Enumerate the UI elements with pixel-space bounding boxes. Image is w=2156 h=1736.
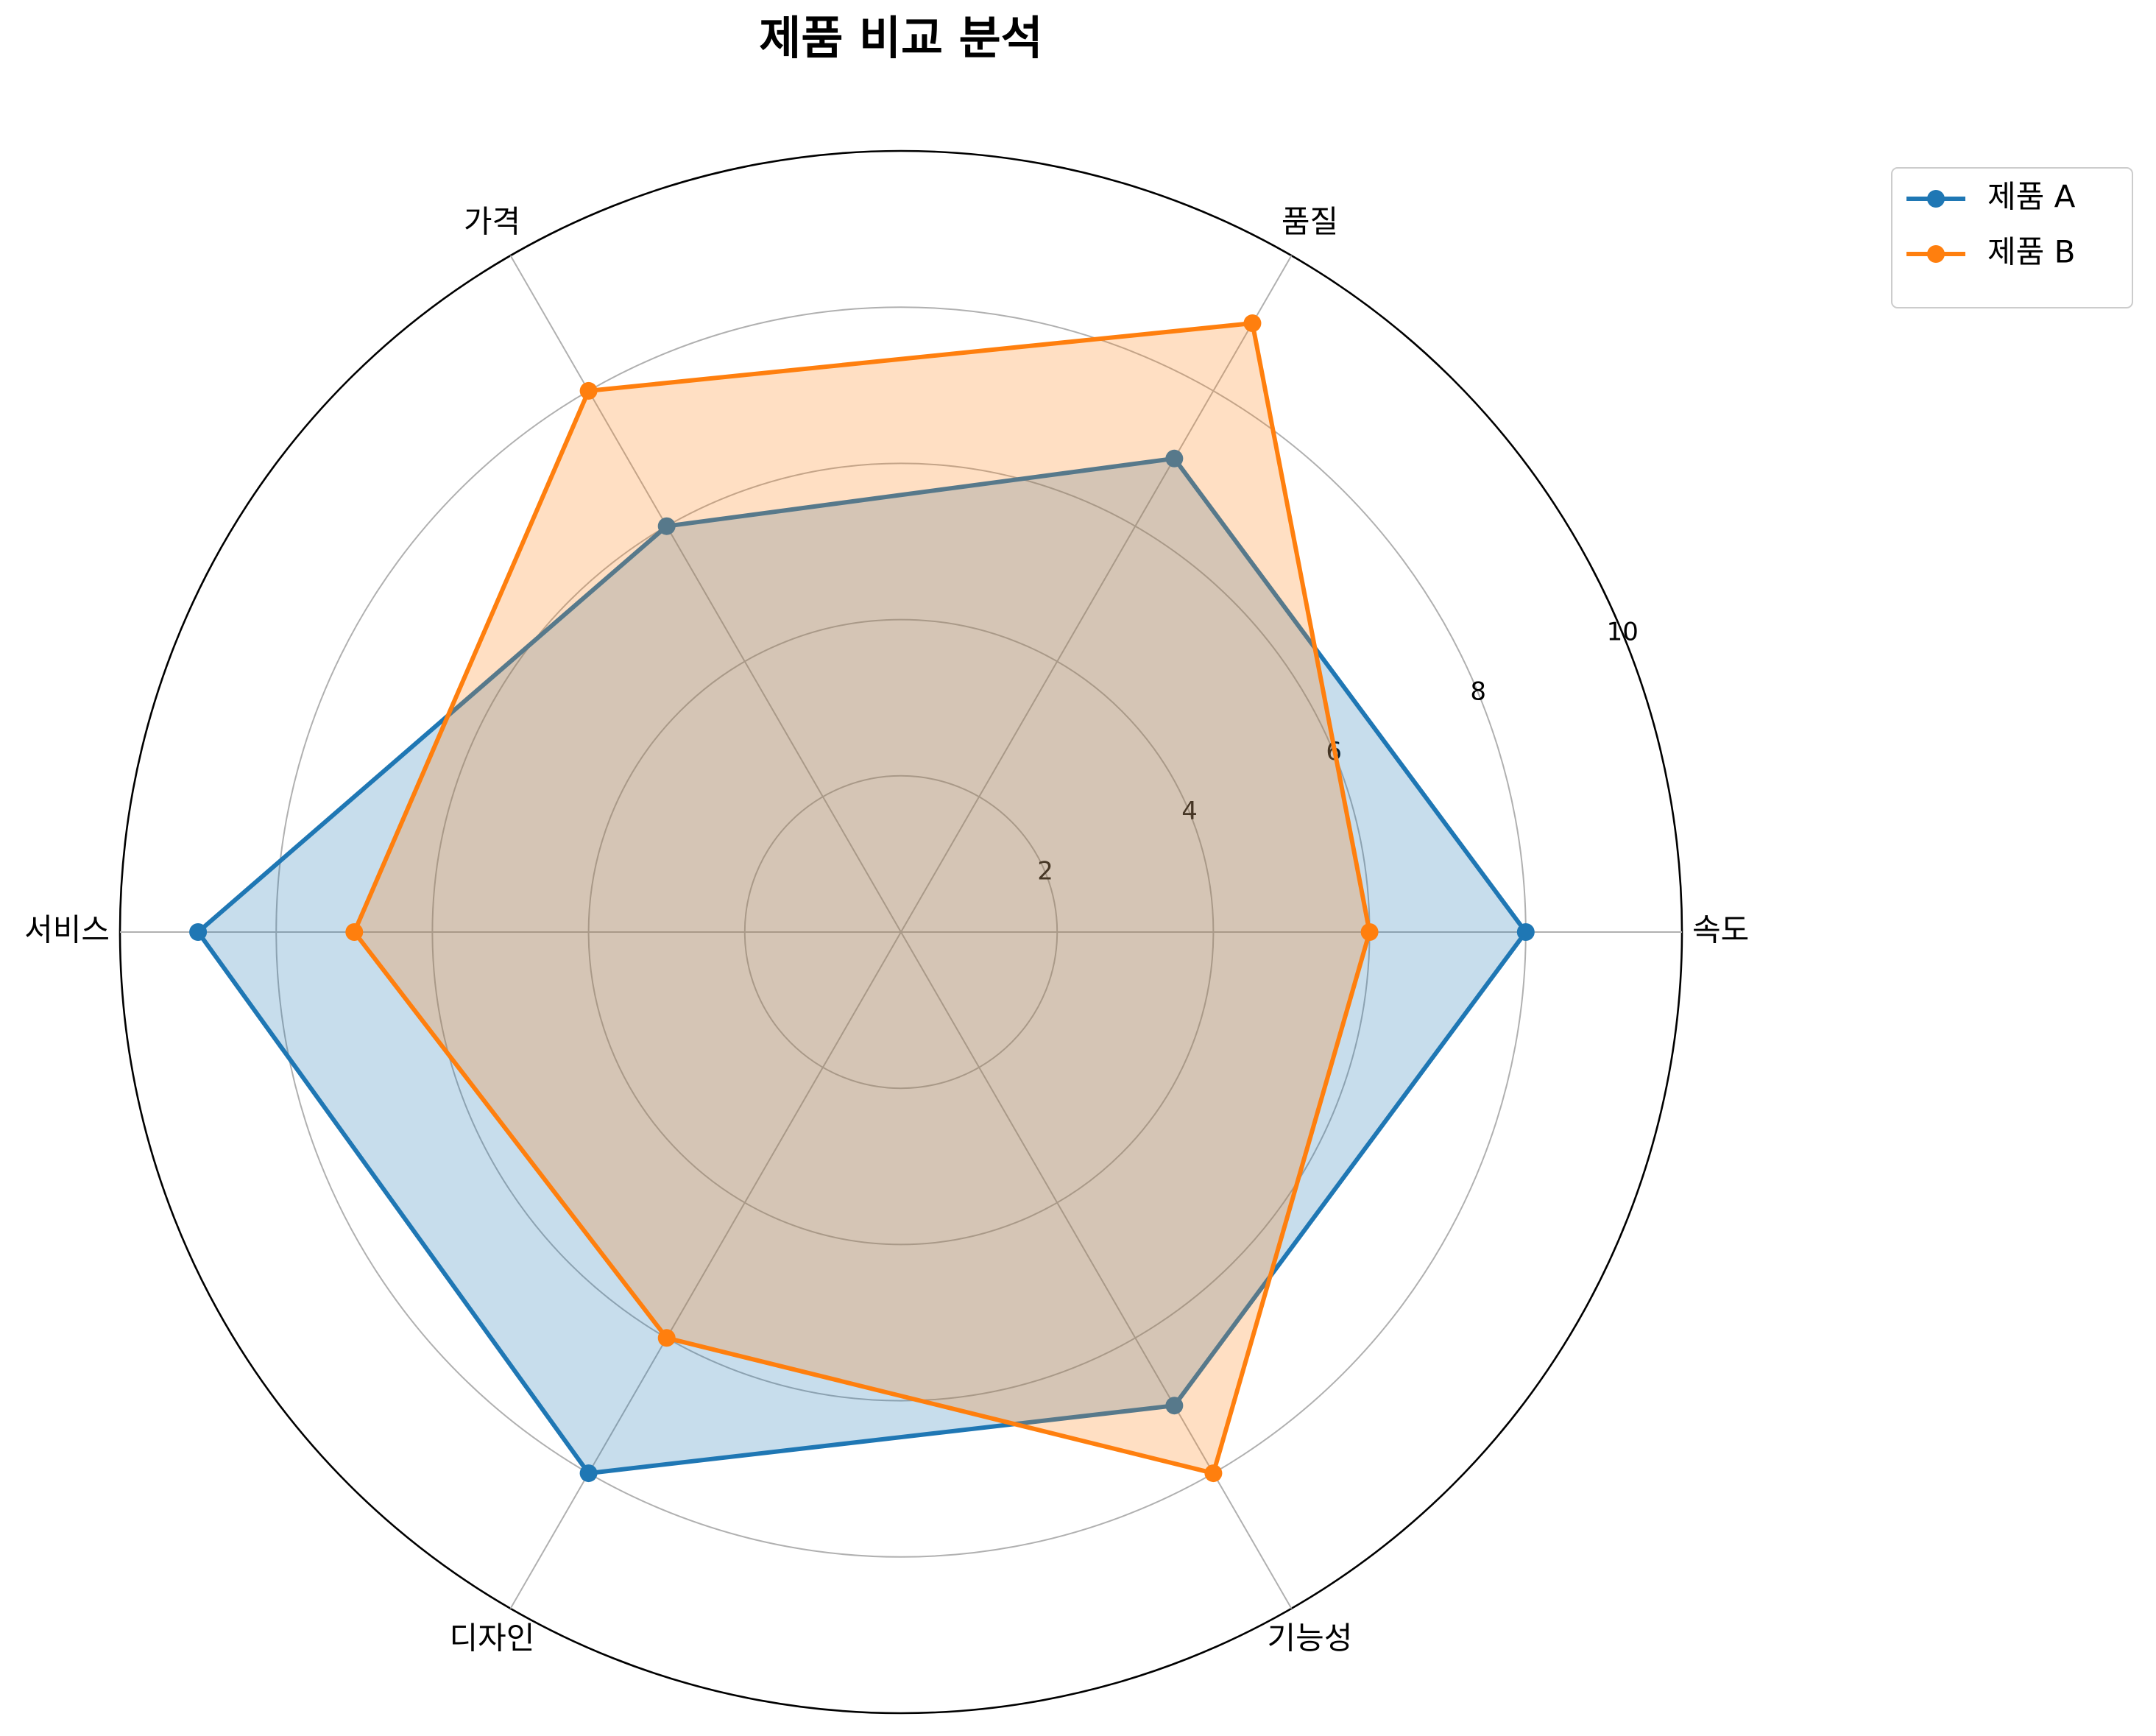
series-marker	[1165, 449, 1184, 467]
spoke	[900, 255, 1293, 933]
category-label: 서비스	[24, 912, 110, 948]
series-marker	[657, 517, 676, 535]
series-marker	[189, 923, 208, 941]
spoke	[509, 931, 902, 1609]
spoke	[900, 931, 1293, 1609]
category-label: 품질	[1282, 203, 1338, 239]
series-marker	[1204, 1464, 1223, 1483]
legend-box	[1891, 167, 2133, 308]
r-tick-label: 8	[1470, 677, 1486, 707]
series-area	[354, 323, 1370, 1474]
r-tick-label: 4	[1181, 797, 1198, 826]
series-marker	[1165, 1397, 1184, 1415]
r-tick-label: 10	[1607, 617, 1639, 646]
series-area	[198, 458, 1526, 1474]
series-marker	[657, 1329, 676, 1347]
series-marker	[1243, 314, 1262, 333]
legend-label: 제품 A	[1987, 179, 2076, 215]
series-marker	[1516, 923, 1535, 941]
category-label: 가격	[464, 203, 520, 239]
series-marker	[579, 381, 598, 400]
legend-label: 제품 B	[1987, 234, 2075, 270]
legend-marker	[1927, 190, 1945, 208]
category-label: 기능성	[1268, 1620, 1353, 1656]
legend-marker	[1927, 245, 1945, 263]
r-tick-label: 2	[1037, 856, 1053, 886]
series-marker	[579, 1464, 598, 1483]
spoke	[509, 255, 902, 933]
category-label: 디자인	[450, 1620, 535, 1656]
chart-title: 제품 비교 분석	[759, 11, 1042, 65]
series-marker	[1360, 923, 1379, 941]
category-label: 속도	[1692, 912, 1749, 948]
series-marker	[345, 923, 364, 941]
